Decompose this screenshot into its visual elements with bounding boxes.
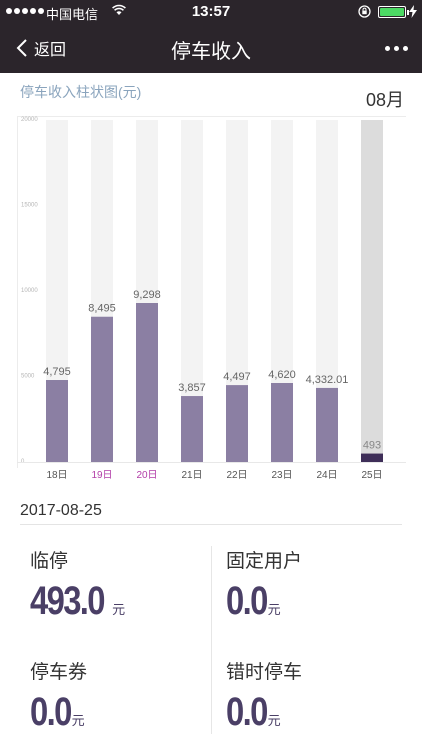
summary-column-divider (211, 546, 212, 734)
top-bar: 中国电信 13:57 返回 停车收入 (0, 0, 422, 73)
bar-value-label: 4,497 (223, 371, 251, 383)
bar-track (181, 120, 203, 462)
more-dot-icon (385, 46, 390, 51)
stat-unit: 元 (267, 713, 281, 728)
bar-value-label: 8,495 (88, 303, 116, 315)
stat-label: 固定用户 (226, 551, 303, 572)
month-selector[interactable]: 08月 (365, 90, 404, 110)
page-title: 停车收入 (171, 41, 251, 63)
x-tick-label: 20日 (136, 470, 157, 481)
bar (46, 380, 68, 462)
bar (91, 316, 113, 462)
stat-number: 0.0 (226, 690, 268, 734)
stat-temporary-parking: 临停 493.0 元 (30, 546, 125, 624)
y-tick-label: 10000 (21, 288, 38, 294)
divider (20, 524, 402, 525)
stat-unit: 元 (112, 602, 126, 617)
more-dot-icon (403, 46, 408, 51)
selected-date: 2017-08-25 (20, 502, 102, 519)
stat-number: 0.0 (30, 690, 72, 734)
stat-label: 错时停车 (226, 662, 303, 683)
navigation-bar: 返回 停车收入 (0, 24, 422, 73)
y-tick-label: 15000 (21, 203, 38, 209)
more-dot-icon (394, 46, 399, 51)
bar (136, 303, 158, 462)
stat-value: 493.0 元 (30, 579, 125, 624)
carrier-name: 中国电信 (46, 7, 99, 22)
bar-value-label: 4,332.01 (306, 374, 349, 386)
bar (226, 385, 248, 462)
stat-value: 0.0元 (226, 579, 302, 624)
stat-label: 临停 (30, 551, 69, 572)
x-tick-label: 24日 (316, 470, 337, 481)
stat-number: 493.0 (30, 579, 106, 623)
income-bar-chart: 050001000015000200004,79518日8,49519日9,29… (17, 117, 406, 481)
bar-value-label: 3,857 (178, 382, 206, 394)
bar-track (226, 120, 248, 462)
clock: 13:57 (191, 3, 231, 20)
back-button-label: 返回 (34, 42, 67, 59)
bar (181, 396, 203, 462)
rotation-lock-icon (358, 5, 371, 18)
bar-value-label: 4,795 (43, 366, 71, 378)
stat-unit: 元 (267, 602, 281, 617)
stat-fixed-users: 固定用户 0.0元 (226, 546, 302, 624)
chart-title: 停车收入柱状图(元) (20, 84, 142, 100)
bar-track (316, 120, 338, 462)
x-tick-label: 25日 (361, 470, 382, 481)
charging-bolt-icon (409, 5, 417, 18)
status-bar: 中国电信 13:57 (0, 0, 422, 24)
stat-parking-coupon: 停车券 0.0元 (30, 657, 87, 735)
back-button[interactable]: 返回 (16, 36, 66, 60)
battery-icon (378, 6, 409, 18)
stat-number: 0.0 (226, 579, 268, 623)
bar-track (361, 120, 383, 462)
x-tick-label: 23日 (271, 470, 292, 481)
bar-value-label: 493 (363, 440, 381, 452)
more-options-button[interactable] (385, 46, 408, 51)
bar (316, 387, 338, 462)
stat-unit: 元 (71, 713, 85, 728)
stat-value: 0.0元 (30, 690, 87, 735)
bar (361, 453, 383, 462)
y-tick-label: 20000 (21, 117, 38, 123)
x-tick-label: 18日 (46, 470, 67, 481)
y-tick-label: 5000 (21, 374, 35, 380)
bar-track (271, 120, 293, 462)
bar-track (46, 120, 68, 462)
stat-value: 0.0元 (226, 690, 302, 735)
bar-value-label: 9,298 (133, 289, 161, 301)
x-tick-label: 22日 (226, 470, 247, 481)
signal-strength-icon (6, 8, 44, 14)
x-tick-label: 19日 (91, 470, 112, 481)
x-tick-label: 21日 (181, 470, 202, 481)
stat-off-peak-parking: 错时停车 0.0元 (226, 657, 302, 735)
chart-frame (17, 116, 406, 468)
chevron-left-icon (16, 39, 27, 57)
bar (271, 382, 293, 462)
bar-value-label: 4,620 (268, 369, 296, 381)
stat-label: 停车券 (30, 662, 88, 683)
wifi-icon (112, 4, 126, 15)
